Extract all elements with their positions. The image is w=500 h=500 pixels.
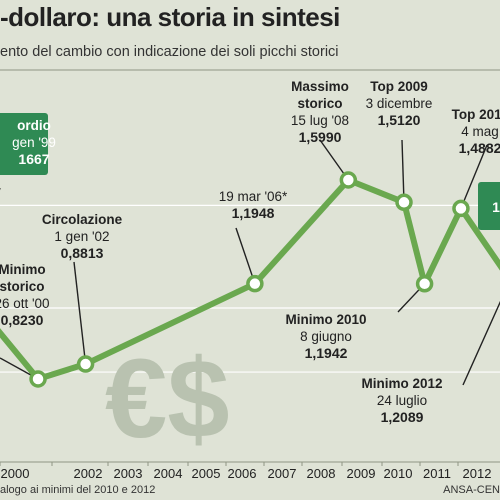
data-point-6 [415,275,434,293]
annotation-6-line-0: Minimo 2010 [285,312,366,327]
x-tick-label-3: 2004 [154,466,183,481]
annotation-5-line-0: Top 2009 [370,79,428,94]
data-point-4 [339,171,358,189]
data-point-3 [246,274,264,293]
x-tick-label-4: 2005 [192,466,221,481]
annotation-1-line-3: 0,8230 [1,312,44,328]
x-tick-label-5: 2006 [228,466,257,481]
chart-subtitle: ento del cambio con indicazione dei soli… [0,44,339,60]
data-point-5 [395,193,413,212]
chart-title: -dollaro: una storia in sintesi [0,2,340,32]
annotation-0-line-1: gen '99 [12,135,56,150]
annotation-5-line-1: 3 dicembre [366,96,433,111]
connector-2 [73,261,87,365]
annotation-2-line-2: 0,8813 [61,245,104,261]
annotation-8-line-2: 1,2089 [381,409,424,425]
data-point-2 [76,355,95,373]
annotation-9-line-0: 1, [492,199,500,215]
annotation-3-line-0: 19 mar '06* [219,189,288,204]
annotation-0-line-0: ordio [17,118,51,133]
annotation-8-line-0: Minimo 2012 [361,376,442,391]
annotation-4-line-3: 1,5990 [299,129,342,145]
annotation-5-line-2: 1,5120 [378,112,421,128]
annotation-4-line-2: 15 lug '08 [291,113,349,128]
annotation-7-line-0: Top 2011 [452,107,500,122]
x-tick-label-11: 2012 [463,466,492,481]
data-point-7 [452,199,470,218]
annotation-7-line-2: 1,4882 [459,140,500,156]
currency-watermark: €$ [105,336,230,461]
annotation-4-line-1: storico [297,96,342,111]
x-tick-label-8: 2009 [347,466,376,481]
x-tick-label-9: 2010 [384,466,413,481]
x-tick-label-6: 2007 [268,466,297,481]
annotation-3-line-1: 1,1948 [232,205,275,221]
x-tick-label-2: 2003 [114,466,143,481]
annotation-1-line-1: storico [0,279,45,294]
annotation-6-line-2: 1,1942 [305,345,348,361]
annotation-0-line-2: 1667 [18,151,49,167]
annotation-7-line-1: 4 mag [461,124,499,139]
annotation-8-line-1: 24 luglio [377,393,427,408]
connector-8 [462,300,500,386]
connector-7 [460,144,488,209]
annotation-2-line-1: 1 gen '02 [54,229,109,244]
x-tick-label-10: 2011 [423,466,451,481]
annotation-box-0 [0,113,48,175]
connector-5 [401,139,405,203]
annotation-1-line-0: Minimo [0,262,46,277]
annotation-6-line-1: 8 giugno [300,329,352,344]
annotation-4-line-0: Massimo [291,79,349,94]
annotation-1-line-2: 26 ott '00 [0,296,50,311]
chart-footnote: alogo ai minimi del 2010 e 2012 [0,484,156,496]
connector-3 [235,227,256,284]
data-point-1 [29,370,47,388]
x-tick-label-7: 2008 [307,466,336,481]
annotation-2-line-0: Circolazione [42,212,123,227]
x-tick-label-1: 2002 [74,466,103,481]
x-tick-label-0: 2000 [1,466,30,481]
annotation-box-9 [478,182,500,230]
series-line [0,177,500,382]
source-credit: ANSA-CEN [443,484,500,496]
